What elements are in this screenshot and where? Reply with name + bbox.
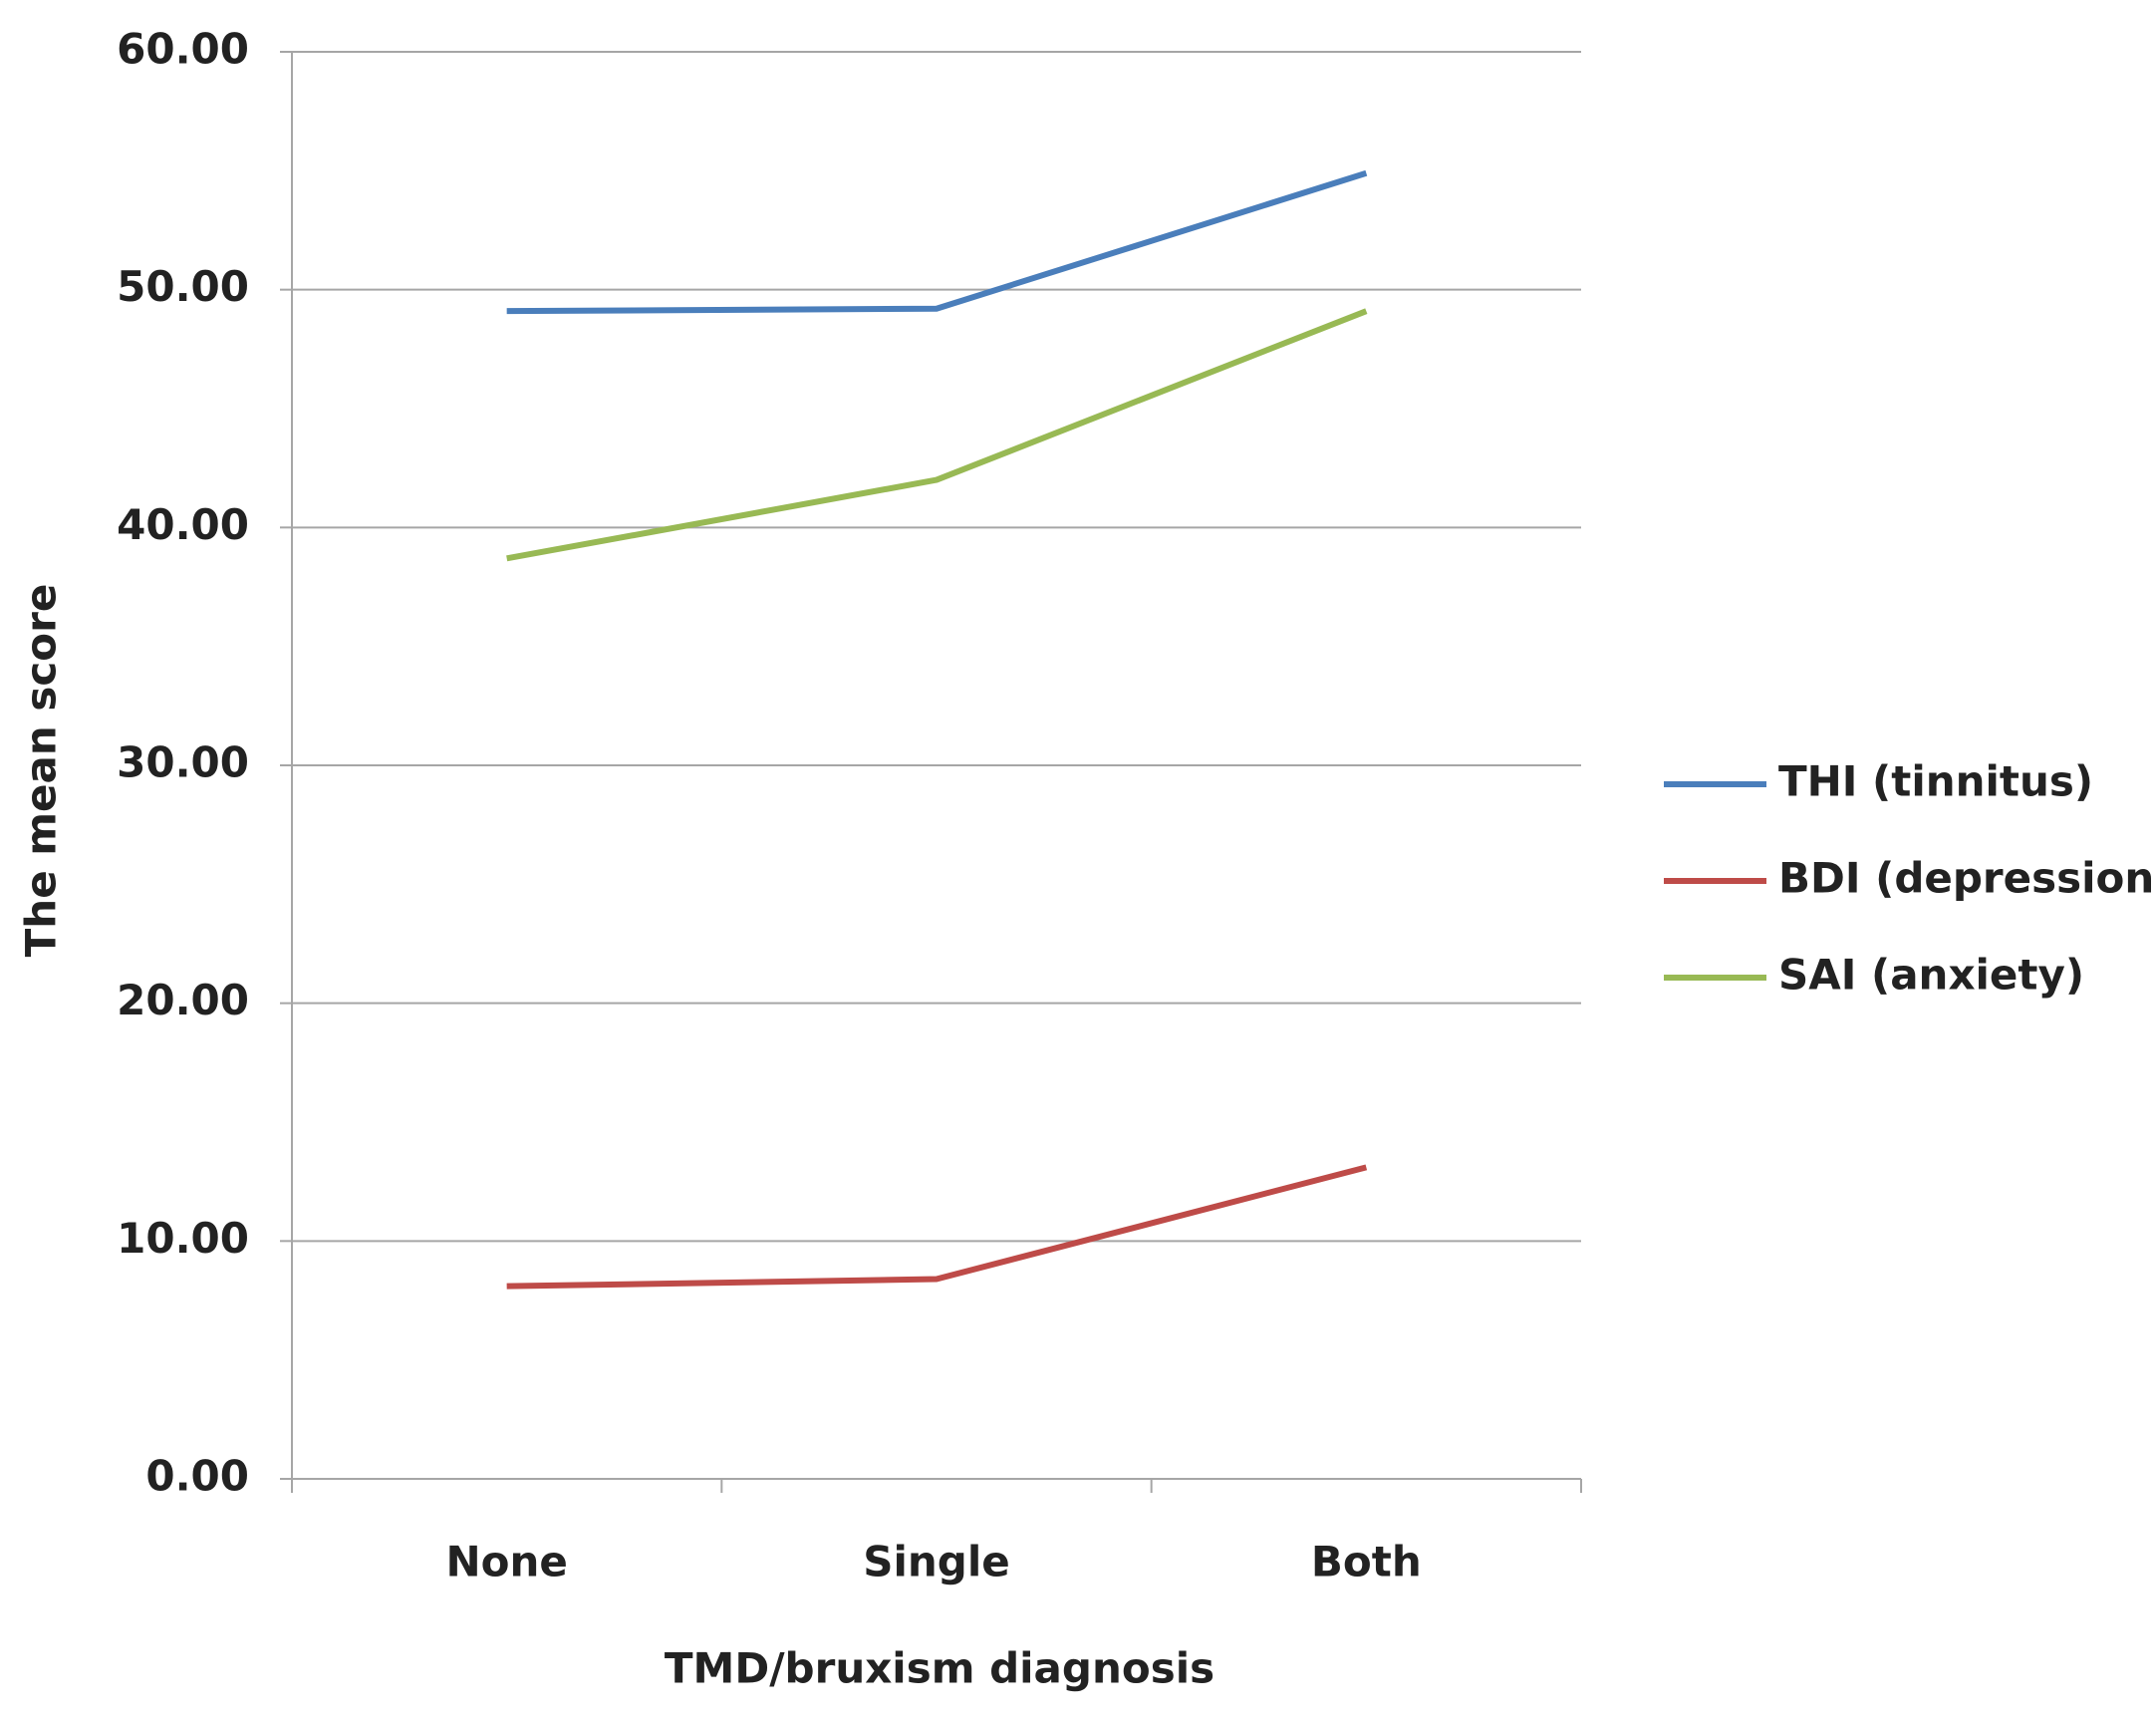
y-tick-label: 60.00: [117, 25, 249, 74]
y-axis-title: The mean score: [17, 584, 66, 958]
x-axis-title: TMD/bruxism diagnosis: [665, 1644, 1214, 1693]
y-tick-label: 10.00: [117, 1214, 249, 1263]
x-tick-label: Single: [863, 1538, 1010, 1586]
x-tick-label: Both: [1311, 1538, 1422, 1586]
legend-label: BDI (depression): [1778, 854, 2156, 903]
y-tick-label: 40.00: [117, 500, 249, 549]
x-tick-label: None: [445, 1538, 567, 1586]
y-tick-label: 0.00: [145, 1452, 249, 1501]
series-line: [506, 1164, 1368, 1290]
y-tick-label: 30.00: [117, 738, 249, 787]
y-tick-label: 50.00: [117, 262, 249, 311]
legend-label: SAI (anxiety): [1778, 951, 2084, 1000]
y-tick-label: 20.00: [117, 976, 249, 1024]
series-line: [506, 308, 1368, 562]
series-line: [506, 169, 1368, 315]
legend-label: THI (tinnitus): [1778, 757, 2093, 806]
